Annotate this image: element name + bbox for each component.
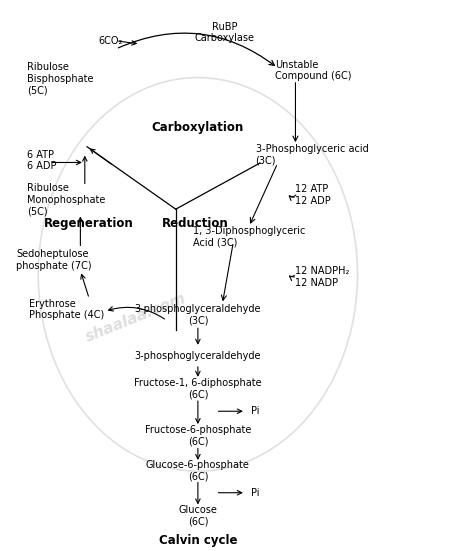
- Text: Pi: Pi: [251, 488, 260, 498]
- Text: 3-phosphoglyceraldehyde
(3C): 3-phosphoglyceraldehyde (3C): [135, 304, 261, 326]
- Text: Reduction: Reduction: [162, 217, 229, 230]
- Text: 6CO₂: 6CO₂: [98, 36, 123, 46]
- Text: Pi: Pi: [251, 406, 260, 416]
- Text: Calvin cycle: Calvin cycle: [158, 534, 237, 547]
- Text: 3-phosphoglyceraldehyde: 3-phosphoglyceraldehyde: [135, 351, 261, 361]
- Text: 3-Phosphoglyceric acid
(3C): 3-Phosphoglyceric acid (3C): [255, 144, 368, 166]
- Text: RuBP
Carboxylase: RuBP Carboxylase: [194, 22, 255, 44]
- Text: Fructose-6-phosphate
(6C): Fructose-6-phosphate (6C): [145, 425, 251, 446]
- Text: Glucose-6-phosphate
(6C): Glucose-6-phosphate (6C): [146, 460, 250, 482]
- Text: Ribulose
Bisphosphate
(5C): Ribulose Bisphosphate (5C): [27, 62, 94, 95]
- Text: Erythrose
Phosphate (4C): Erythrose Phosphate (4C): [29, 299, 105, 321]
- Text: Ribulose
Monophosphate
(5C): Ribulose Monophosphate (5C): [27, 183, 106, 217]
- Text: Glucose
(6C): Glucose (6C): [178, 505, 217, 527]
- Text: 6 ATP
6 ADP: 6 ATP 6 ADP: [27, 149, 57, 171]
- Text: Carboxylation: Carboxylation: [152, 121, 244, 134]
- Text: Sedoheptulose
phosphate (7C): Sedoheptulose phosphate (7C): [16, 249, 92, 271]
- Text: 12 ATP
12 ADP: 12 ATP 12 ADP: [295, 184, 331, 206]
- Text: Fructose-1, 6-diphosphate
(6C): Fructose-1, 6-diphosphate (6C): [134, 377, 262, 399]
- Text: 1, 3-Diphosphoglyceric
Acid (3C): 1, 3-Diphosphoglyceric Acid (3C): [194, 225, 306, 247]
- Text: Regeneration: Regeneration: [44, 217, 134, 230]
- Text: Unstable
Compound (6C): Unstable Compound (6C): [276, 60, 352, 82]
- Text: shaalaa.com: shaalaa.com: [83, 291, 189, 345]
- Text: 12 NADPH₂
12 NADP: 12 NADPH₂ 12 NADP: [295, 266, 350, 288]
